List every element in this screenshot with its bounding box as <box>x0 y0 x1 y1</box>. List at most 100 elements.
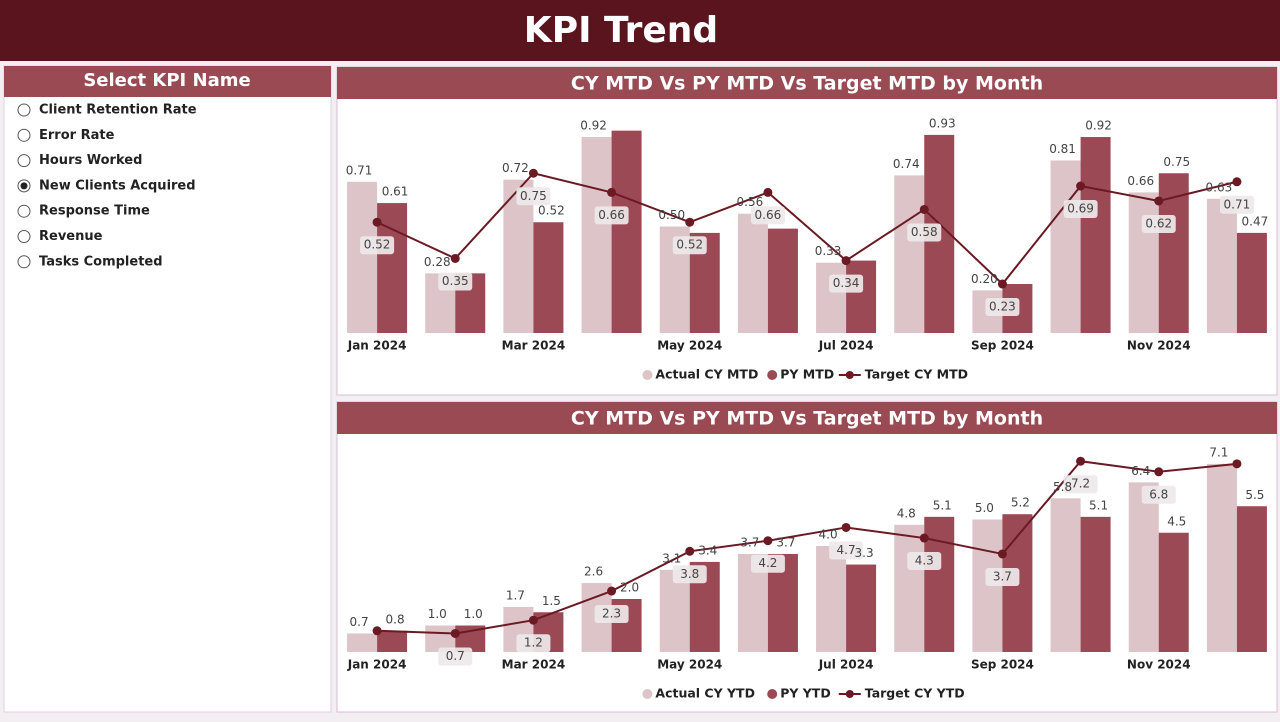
target-point <box>372 217 382 227</box>
radio-button[interactable] <box>17 128 31 142</box>
label-box <box>985 298 1020 317</box>
data-label: 4.3 <box>915 554 934 568</box>
target-point <box>1076 181 1086 191</box>
target-point <box>528 168 538 178</box>
radio-button[interactable] <box>17 255 31 269</box>
data-label: 1.2 <box>524 636 543 650</box>
header-bar <box>0 0 1280 61</box>
target-point <box>997 279 1007 289</box>
label-box <box>672 565 707 584</box>
label-box <box>516 634 551 653</box>
label-box <box>829 541 864 560</box>
data-label: 3.7 <box>993 569 1012 583</box>
bar <box>894 524 925 652</box>
target-point <box>841 522 851 532</box>
x-tick-label: Jul 2024 <box>818 339 874 353</box>
legend-label: Target CY YTD <box>865 686 965 701</box>
label-box <box>1141 485 1176 504</box>
data-label: 0.71 <box>346 163 373 177</box>
bar <box>1080 516 1111 652</box>
data-label: 7.1 <box>1209 445 1228 459</box>
bar <box>737 213 768 333</box>
bar <box>846 564 877 652</box>
data-label: 2.0 <box>620 581 639 595</box>
label-box <box>1063 475 1098 494</box>
data-label: 5.1 <box>1089 498 1108 512</box>
slicer-option[interactable]: Revenue <box>39 229 103 244</box>
label-box <box>438 647 473 666</box>
data-label: 0.66 <box>598 208 625 222</box>
radio-button[interactable] <box>17 230 31 243</box>
data-label: 1.0 <box>464 607 483 621</box>
x-tick-label: May 2024 <box>657 658 722 672</box>
bar <box>1158 532 1189 652</box>
bar <box>767 228 798 333</box>
data-label: 0.58 <box>911 225 938 239</box>
data-label: 0.23 <box>989 300 1016 314</box>
data-label: 3.4 <box>698 543 717 557</box>
slicer-title: Select KPI Name <box>83 70 250 91</box>
target-point <box>685 217 695 227</box>
data-label: 4.2 <box>758 556 777 570</box>
bar <box>347 181 378 333</box>
radio-button[interactable] <box>17 154 31 168</box>
legend-label: PY MTD <box>780 367 834 382</box>
data-label: 4.7 <box>837 543 856 557</box>
target-point <box>763 187 773 197</box>
target-point <box>841 256 851 266</box>
data-label: 0.62 <box>1145 216 1172 230</box>
x-tick-label: Sep 2024 <box>971 339 1034 353</box>
slicer-option[interactable]: New Clients Acquired <box>39 178 196 193</box>
radio-button[interactable] <box>17 204 31 218</box>
bar <box>1128 192 1159 333</box>
data-label: 3.7 <box>740 535 759 549</box>
label-box <box>829 274 864 293</box>
data-label: 0.35 <box>442 274 469 288</box>
data-label: 5.2 <box>1011 496 1030 510</box>
data-label: 0.56 <box>737 195 764 209</box>
data-label: 0.92 <box>580 119 607 133</box>
target-point <box>1076 456 1086 466</box>
data-label: 0.61 <box>382 185 409 199</box>
data-label: 0.69 <box>1067 202 1094 216</box>
target-point <box>528 615 538 625</box>
bar <box>846 260 877 333</box>
slicer-option[interactable]: Error Rate <box>39 128 115 143</box>
slicer-option[interactable]: Tasks Completed <box>39 254 163 269</box>
target-point <box>997 549 1007 559</box>
bar <box>1236 232 1267 333</box>
label-box <box>516 187 551 206</box>
bar <box>347 633 378 652</box>
bar <box>924 516 955 652</box>
target-point <box>450 253 460 263</box>
label-box <box>1219 195 1254 214</box>
data-label: 1.7 <box>506 588 525 602</box>
target-point <box>1154 467 1164 477</box>
data-label: 5.1 <box>933 498 952 512</box>
data-label: 6.4 <box>1131 464 1150 478</box>
chart-title: CY MTD Vs PY MTD Vs Target MTD by Month <box>571 73 1043 95</box>
data-label: 0.52 <box>364 238 391 252</box>
slicer-option[interactable]: Response Time <box>39 204 150 219</box>
radio-dot[interactable] <box>20 182 28 190</box>
data-label: 3.8 <box>680 567 699 581</box>
label-box <box>907 552 942 571</box>
label-box <box>594 206 629 225</box>
data-label: 5.5 <box>1245 488 1264 502</box>
x-tick-label: Mar 2024 <box>502 339 566 353</box>
data-label: 1.0 <box>428 607 447 621</box>
target-point <box>450 628 460 638</box>
label-box <box>594 605 629 624</box>
bar <box>816 262 847 333</box>
bar <box>581 137 612 333</box>
x-tick-label: May 2024 <box>657 339 722 353</box>
slicer-option[interactable]: Hours Worked <box>39 153 142 168</box>
data-label: 0.66 <box>1127 174 1154 188</box>
target-point <box>685 546 695 556</box>
data-label: 4.8 <box>897 506 916 520</box>
slicer-option[interactable]: Client Retention Rate <box>39 103 197 118</box>
data-label: 7.2 <box>1071 477 1090 491</box>
radio-button[interactable] <box>17 103 31 117</box>
x-tick-label: Jan 2024 <box>347 339 407 353</box>
